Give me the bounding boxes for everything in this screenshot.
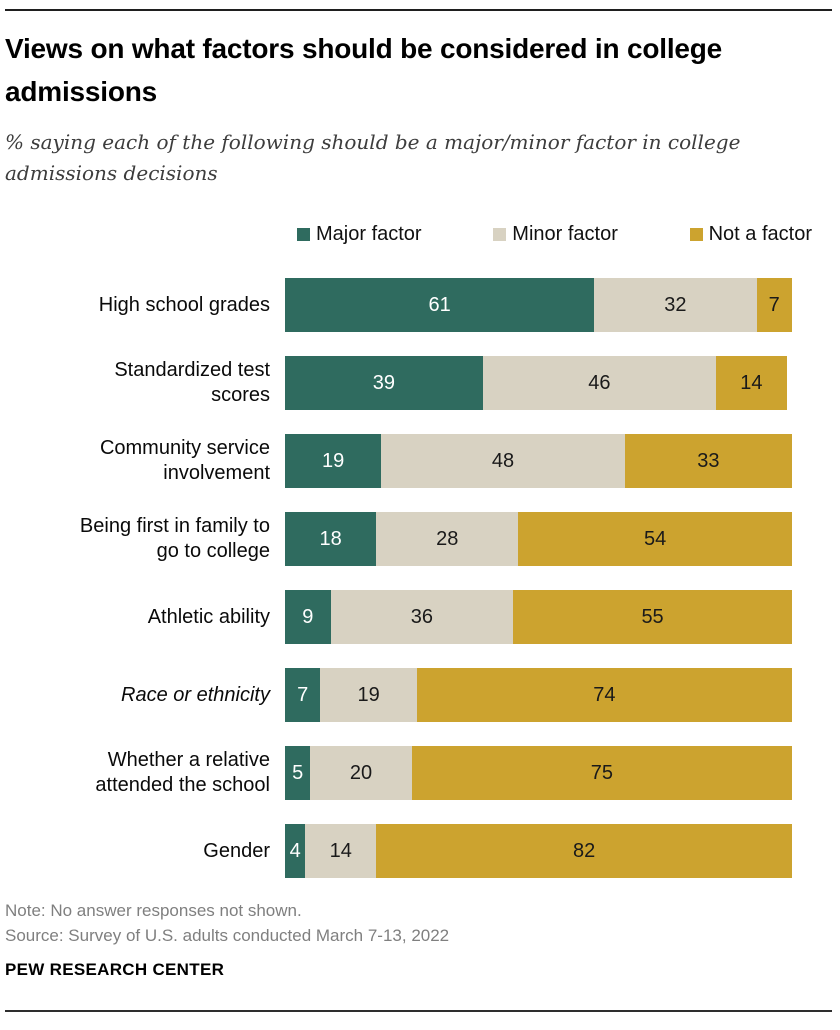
- bar-segment-minor-factor: 46: [482, 356, 716, 410]
- chart-row-community-service-involvement: Community service involvement 19 48 33: [5, 422, 832, 500]
- legend-swatch-minor-factor: [493, 228, 507, 241]
- chart-row-being-first-in-family-to-go-to-college: Being first in family to go to college 18 2…: [5, 500, 832, 578]
- bar-segment-not-a-factor: 82: [376, 824, 792, 878]
- bar-track: 19 48 33: [285, 434, 792, 488]
- legend-label-minor-factor: Minor factor: [512, 223, 618, 245]
- note-text: Note: No answer responses not shown.: [5, 901, 302, 920]
- bar-segment-minor-factor: 36: [330, 590, 514, 644]
- bar-track: 39 46 14: [285, 356, 792, 410]
- bar-segment-major-factor: 9: [285, 590, 331, 644]
- chart-legend: Major factor Minor factor Not a factor: [297, 223, 812, 246]
- category-label: Gender: [5, 839, 270, 864]
- bar-segment-major-factor: 39: [285, 356, 483, 410]
- legend-label-major-factor: Major factor: [316, 223, 422, 245]
- bar-segment-minor-factor: 32: [594, 278, 757, 332]
- bar-segment-not-a-factor: 7: [756, 278, 792, 332]
- category-label: Athletic ability: [5, 605, 270, 630]
- bar-segment-minor-factor: 48: [381, 434, 625, 488]
- legend-item-not-a-factor: Not a factor: [689, 223, 812, 246]
- bar-segment-not-a-factor: 75: [411, 746, 792, 800]
- category-label-line: Being first in family to: [79, 515, 270, 537]
- category-label-line: Athletic ability: [147, 605, 270, 628]
- bar-segment-not-a-factor: 74: [416, 668, 792, 722]
- bar-segment-major-factor: 4: [285, 824, 306, 878]
- category-label: Standardized test scores: [5, 358, 270, 408]
- chart-row-race-or-ethnicity: Race or ethnicity 7 19 74: [5, 656, 832, 734]
- top-rule: [5, 9, 832, 11]
- bar-segment-not-a-factor: 54: [518, 512, 792, 566]
- bar-segment-minor-factor: 28: [376, 512, 519, 566]
- legend-swatch-major-factor: [297, 228, 310, 241]
- category-label-line: scores: [211, 384, 270, 406]
- legend-item-major-factor: Major factor: [297, 223, 422, 246]
- category-label-line: go to college: [156, 540, 270, 562]
- chart-row-athletic-ability: Athletic ability 9 36 55: [5, 578, 832, 656]
- category-label: Race or ethnicity: [5, 683, 270, 708]
- pew-research-center-wordmark: PEW RESEARCH CENTER: [5, 960, 225, 979]
- chart-title: Views on what factors should be consider…: [5, 27, 832, 113]
- bar-segment-not-a-factor: 14: [715, 356, 787, 410]
- bar-segment-not-a-factor: 33: [624, 434, 792, 488]
- chart-row-gender: Gender 4 14 82: [5, 812, 832, 890]
- chart-title-line-2: admissions: [5, 76, 158, 107]
- category-label-line: Race or ethnicity: [121, 683, 270, 706]
- bar-segment-not-a-factor: 55: [513, 590, 792, 644]
- chart-title-line-1: Views on what factors should be consider…: [5, 33, 723, 64]
- bar-track: 18 28 54: [285, 512, 792, 566]
- chart-row-standardized-test-scores: Standardized test scores 39 46 14: [5, 344, 832, 422]
- legend-swatch-not-a-factor: [689, 228, 703, 241]
- category-label-line: attended the school: [95, 774, 270, 796]
- category-label: Being first in family to go to college: [5, 514, 270, 564]
- bar-segment-minor-factor: 19: [320, 668, 417, 722]
- category-label: Community service involvement: [5, 436, 270, 486]
- legend-item-minor-factor: Minor factor: [493, 223, 618, 246]
- legend-label-not-a-factor: Not a factor: [708, 223, 812, 245]
- category-label-line: High school grades: [98, 293, 270, 316]
- chart-subtitle-line-1: % saying each of the following should be…: [5, 130, 741, 154]
- source-text: Source: Survey of U.S. adults conducted …: [5, 926, 450, 945]
- bar-segment-minor-factor: 14: [305, 824, 377, 878]
- bar-segment-major-factor: 61: [285, 278, 595, 332]
- category-label-line: Whether a relative: [107, 749, 270, 771]
- chart-subtitle: % saying each of the following should be…: [5, 127, 832, 189]
- bar-segment-minor-factor: 20: [310, 746, 412, 800]
- category-label: Whether a relative attended the school: [5, 748, 270, 798]
- bar-segment-major-factor: 5: [285, 746, 311, 800]
- bar-track: 7 19 74: [285, 668, 792, 722]
- bar-segment-major-factor: 18: [285, 512, 377, 566]
- chart-row-high-school-grades: High school grades 61 32 7: [5, 266, 832, 344]
- bar-segment-major-factor: 7: [285, 668, 321, 722]
- category-label-line: Gender: [203, 839, 270, 862]
- category-label-line: involvement: [163, 462, 270, 484]
- bar-track: 5 20 75: [285, 746, 792, 800]
- category-label-line: Standardized test: [114, 359, 270, 381]
- bar-track: 61 32 7: [285, 278, 792, 332]
- chart-footnotes: Note: No answer responses not shown. Sou…: [5, 898, 832, 948]
- bottom-rule: [5, 1010, 832, 1012]
- bar-track: 4 14 82: [285, 824, 792, 878]
- chart-row-whether-a-relative-attended-the-school: Whether a relative attended the school 5 20…: [5, 734, 832, 812]
- category-label-line: Community service: [99, 437, 270, 459]
- chart-subtitle-line-2: admissions decisions: [5, 161, 218, 185]
- bar-track: 9 36 55: [285, 590, 792, 644]
- category-label: High school grades: [5, 293, 270, 318]
- chart-rows: High school grades 61 32 7 Standardized test…: [5, 266, 832, 890]
- bar-segment-major-factor: 19: [285, 434, 382, 488]
